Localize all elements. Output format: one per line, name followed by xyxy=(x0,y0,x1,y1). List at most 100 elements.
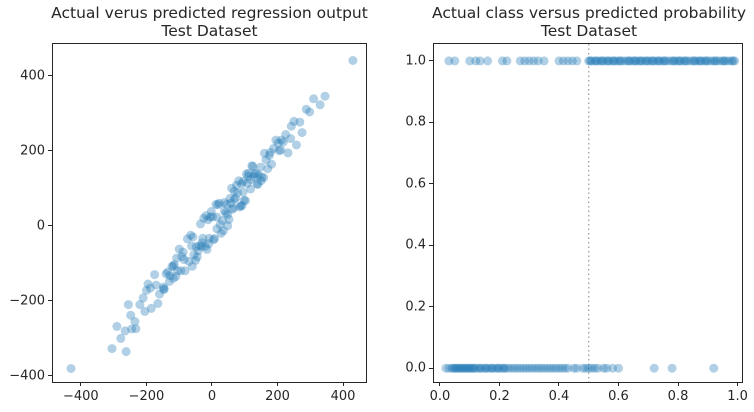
x-tick-label: 0.0 xyxy=(429,389,451,404)
classification-chart-title: Actual class versus predicted probabilit… xyxy=(408,4,754,40)
scatter-point xyxy=(204,239,214,249)
scatter-point xyxy=(107,344,117,354)
scatter-point xyxy=(465,363,475,373)
scatter-point xyxy=(477,363,487,373)
scatter-point xyxy=(140,306,150,316)
scatter-point xyxy=(209,235,219,245)
y-tick-label: −200 xyxy=(9,293,45,309)
scatter-point xyxy=(602,363,612,373)
scatter-point xyxy=(599,56,609,66)
regression-chart-title-line1: Actual verus predicted regression output xyxy=(51,4,368,22)
scatter-point xyxy=(624,56,634,66)
scatter-point xyxy=(450,363,460,373)
scatter-point xyxy=(159,285,168,295)
scatter-point xyxy=(164,276,174,286)
x-tick xyxy=(439,382,441,386)
scatter-point xyxy=(497,56,507,66)
scatter-point xyxy=(276,135,286,145)
scatter-point xyxy=(457,363,467,373)
scatter-point xyxy=(497,363,507,373)
scatter-point xyxy=(695,56,705,66)
scatter-point xyxy=(454,363,464,373)
x-tick xyxy=(498,382,500,386)
scatter-point xyxy=(163,267,173,277)
scatter-point xyxy=(145,283,155,293)
scatter-point xyxy=(524,363,534,373)
y-tick-label: −400 xyxy=(9,368,45,384)
scatter-point xyxy=(184,256,194,266)
scatter-point xyxy=(558,56,568,66)
scatter-point xyxy=(131,324,141,334)
scatter-point xyxy=(259,173,269,183)
scatter-point xyxy=(295,117,305,127)
scatter-point xyxy=(669,56,679,66)
x-tick xyxy=(277,382,278,386)
scatter-point xyxy=(453,363,463,373)
scatter-point xyxy=(602,56,612,66)
scatter-point xyxy=(539,363,549,373)
scatter-point xyxy=(520,56,530,66)
scatter-point xyxy=(502,56,512,66)
scatter-point xyxy=(554,56,564,66)
scatter-point xyxy=(557,363,567,373)
scatter-point xyxy=(165,271,175,281)
scatter-point xyxy=(712,56,722,66)
y-tick xyxy=(48,150,52,152)
scatter-point xyxy=(441,363,451,373)
scatter-point xyxy=(625,56,635,66)
x-tick xyxy=(737,382,739,386)
scatter-point xyxy=(682,56,692,66)
scatter-point xyxy=(240,196,250,206)
scatter-point xyxy=(153,299,163,308)
scatter-point xyxy=(232,180,241,190)
scatter-point xyxy=(159,284,169,294)
scatter-point xyxy=(506,363,516,373)
scatter-point xyxy=(252,179,262,189)
x-tick xyxy=(558,382,560,386)
scatter-point xyxy=(554,363,564,373)
scatter-point xyxy=(256,162,265,172)
scatter-point xyxy=(141,285,151,295)
scatter-point xyxy=(276,145,286,155)
scatter-point xyxy=(283,148,293,158)
scatter-point xyxy=(608,363,618,373)
scatter-point xyxy=(493,363,503,373)
scatter-point xyxy=(515,56,525,66)
scatter-point xyxy=(545,363,555,373)
scatter-point xyxy=(238,177,248,186)
scatter-point xyxy=(203,215,213,225)
scatter-point xyxy=(456,363,466,373)
x-tick xyxy=(342,382,344,386)
scatter-point xyxy=(210,234,220,243)
scatter-point xyxy=(235,202,245,212)
scatter-point xyxy=(640,56,650,66)
scatter-point xyxy=(173,266,182,276)
scatter-point xyxy=(179,255,189,265)
scatter-point xyxy=(246,175,256,185)
scatter-point xyxy=(652,56,662,66)
scatter-point xyxy=(721,56,731,66)
x-tick xyxy=(80,382,82,386)
scatter-point xyxy=(661,56,671,66)
x-tick-label: −200 xyxy=(128,389,165,404)
scatter-point xyxy=(286,134,296,144)
scatter-point xyxy=(301,104,311,114)
scatter-point xyxy=(709,56,719,66)
y-tick-label: 400 xyxy=(20,68,45,84)
scatter-point xyxy=(135,300,145,310)
scatter-point xyxy=(204,233,214,243)
x-tick-label: 400 xyxy=(330,389,356,404)
scatter-point xyxy=(700,56,710,66)
scatter-point xyxy=(596,56,606,66)
scatter-point xyxy=(155,289,164,299)
scatter-point xyxy=(257,172,267,182)
scatter-point xyxy=(227,204,237,214)
scatter-point xyxy=(620,56,629,66)
scatter-point xyxy=(719,56,729,66)
scatter-point xyxy=(273,138,283,148)
scatter-point xyxy=(572,363,582,373)
scatter-point xyxy=(603,56,613,66)
scatter-point xyxy=(727,56,737,66)
scatter-point xyxy=(715,56,725,66)
scatter-point xyxy=(126,310,136,320)
